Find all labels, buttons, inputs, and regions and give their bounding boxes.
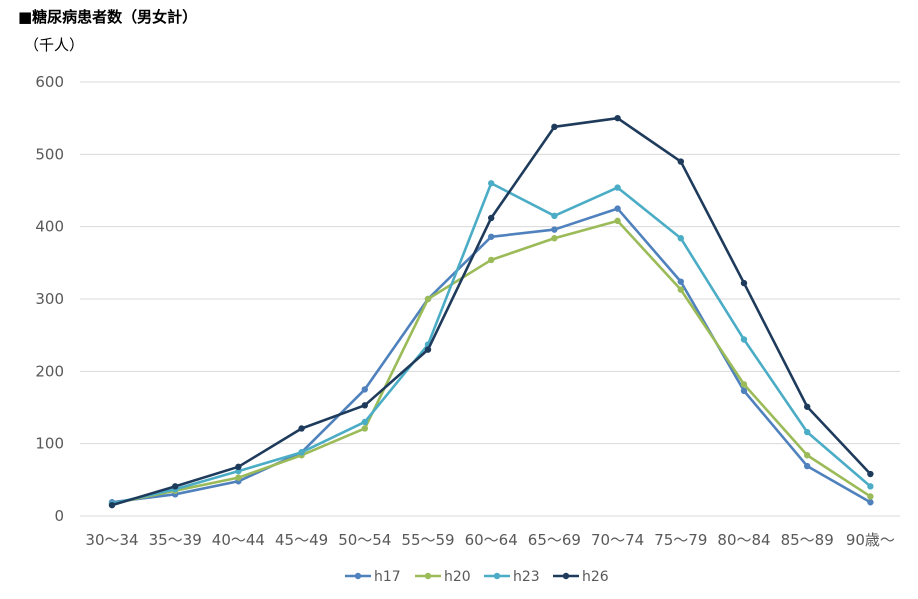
legend: h17 h20 h23 h26 xyxy=(345,569,609,585)
data-point xyxy=(867,493,874,500)
y-tick-label: 300 xyxy=(35,290,64,308)
data-point xyxy=(677,286,684,293)
series-line-h17 xyxy=(111,207,872,504)
data-point xyxy=(235,474,242,481)
x-tick-label: 70～74 xyxy=(591,531,644,549)
y-tick-label: 600 xyxy=(35,73,64,91)
legend-item-h23: h23 xyxy=(484,569,540,585)
legend-item-h20: h20 xyxy=(415,569,471,585)
legend-label: h17 xyxy=(374,569,401,585)
y-axis-unit: （千人） xyxy=(24,36,84,54)
series-line-h20 xyxy=(111,219,872,505)
x-tick-label: 30～34 xyxy=(85,531,138,549)
data-point xyxy=(488,214,495,222)
data-point xyxy=(108,501,116,509)
legend-marker xyxy=(354,572,362,580)
y-tick-label: 200 xyxy=(35,362,64,380)
y-tick-label: 500 xyxy=(35,145,64,163)
x-tick-label: 90歳～ xyxy=(846,531,895,549)
data-point xyxy=(551,123,558,131)
data-point xyxy=(298,449,305,456)
y-tick-labels: 0 100 200 300 400 500 600 xyxy=(35,73,64,525)
legend-item-h26: h26 xyxy=(553,569,609,585)
data-point xyxy=(424,346,432,353)
data-point xyxy=(235,463,242,471)
legend-marker xyxy=(424,572,432,580)
data-point xyxy=(298,425,305,432)
data-point xyxy=(488,256,495,264)
gridlines xyxy=(80,81,900,517)
data-point xyxy=(867,499,874,506)
legend-label: h23 xyxy=(513,569,540,585)
x-tick-label: 40～44 xyxy=(212,531,265,549)
legend-item-h17: h17 xyxy=(345,569,401,585)
x-tick-label: 75～79 xyxy=(654,531,707,549)
y-tick-label: 0 xyxy=(54,507,64,525)
legend-marker xyxy=(562,572,570,580)
series-h23 xyxy=(108,180,874,507)
data-point xyxy=(677,278,684,285)
x-tick-label: 35～39 xyxy=(149,531,202,549)
y-tick-label: 100 xyxy=(35,435,64,453)
x-tick-label: 45～49 xyxy=(275,531,328,549)
data-point xyxy=(488,233,495,240)
data-point xyxy=(804,428,811,436)
data-point xyxy=(740,336,748,343)
data-point xyxy=(867,483,874,490)
data-point xyxy=(677,235,684,242)
data-point xyxy=(677,158,684,165)
data-point xyxy=(551,212,558,220)
data-point xyxy=(804,452,811,459)
series-h20 xyxy=(108,217,874,507)
data-point xyxy=(740,387,748,395)
x-tick-label: 50～54 xyxy=(338,531,391,549)
data-point xyxy=(551,235,558,242)
chart-title: ■糖尿病患者数（男女計） xyxy=(18,8,197,26)
data-point xyxy=(361,425,368,432)
x-tick-label: 55～59 xyxy=(401,531,454,549)
x-tick-labels: 30～34 35～39 40～44 45～49 50～54 55～59 60～64 65～69… xyxy=(85,531,895,549)
series-h17 xyxy=(108,205,874,506)
data-point xyxy=(867,470,874,478)
data-point xyxy=(488,180,495,187)
series-line-h23 xyxy=(111,181,872,505)
data-point xyxy=(614,184,621,191)
series-line-h26 xyxy=(111,116,872,507)
data-point xyxy=(740,381,748,388)
legend-label: h20 xyxy=(444,569,471,585)
y-tick-label: 400 xyxy=(35,218,64,236)
x-tick-label: 65～69 xyxy=(528,531,581,549)
data-point xyxy=(614,217,621,225)
data-point xyxy=(804,403,811,410)
x-tick-label: 85～89 xyxy=(781,531,834,549)
series-lines xyxy=(108,114,874,509)
data-point xyxy=(551,226,558,233)
x-tick-label: 80～84 xyxy=(717,531,770,549)
data-point xyxy=(424,295,432,303)
data-point xyxy=(740,279,748,287)
x-tick-label: 60～64 xyxy=(465,531,518,549)
data-point xyxy=(361,418,368,426)
data-point xyxy=(614,205,621,212)
series-h26 xyxy=(108,114,874,509)
data-point xyxy=(361,402,368,409)
data-point xyxy=(614,114,621,122)
legend-marker xyxy=(493,572,501,580)
data-point xyxy=(172,483,179,490)
data-point xyxy=(361,386,368,393)
data-point xyxy=(804,462,811,470)
legend-label: h26 xyxy=(582,569,609,585)
